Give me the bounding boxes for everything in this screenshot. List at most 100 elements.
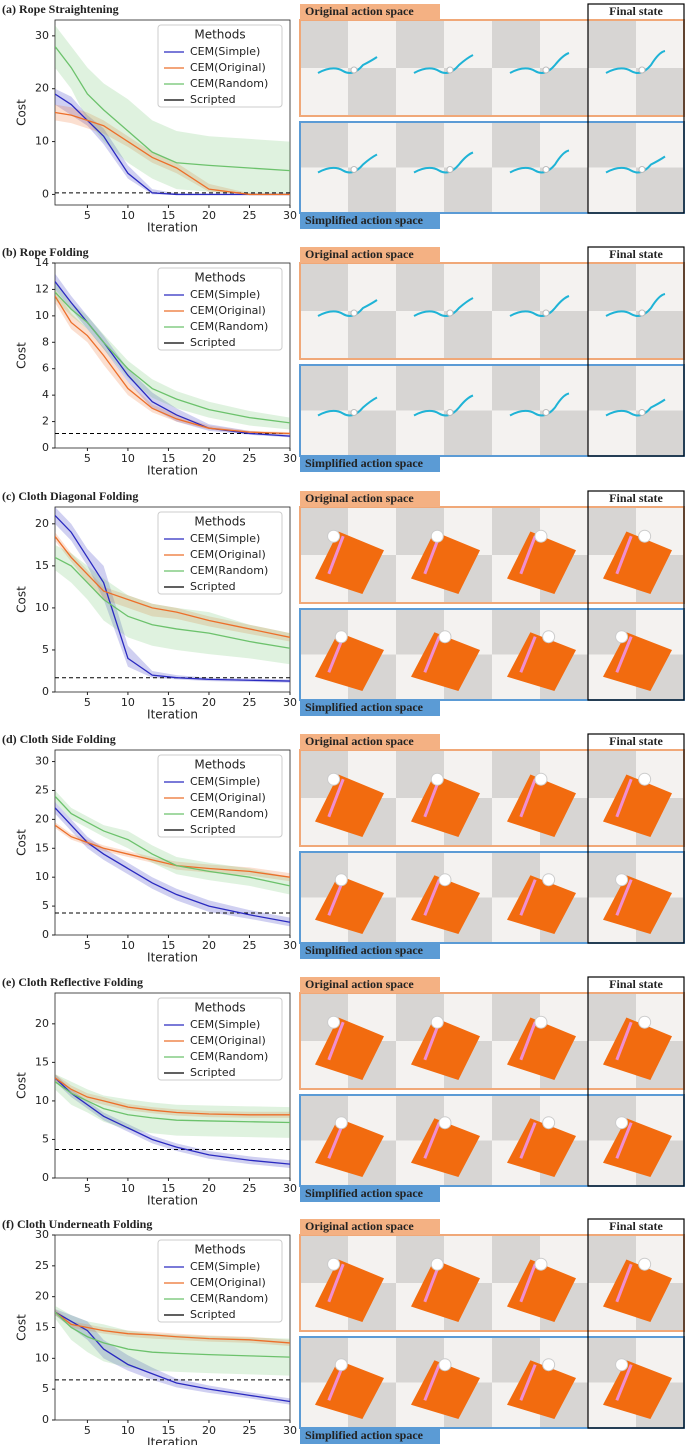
legend-label: CEM(Simple) (190, 45, 260, 58)
x-tick-label: 20 (202, 1424, 216, 1437)
y-tick-label: 0 (42, 187, 49, 200)
y-tick-label: 20 (35, 517, 49, 530)
y-tick-label: 10 (35, 309, 49, 322)
x-tick-label: 30 (283, 1424, 297, 1437)
gripper (639, 1258, 651, 1270)
x-tick-label: 20 (202, 696, 216, 709)
simplified-label: Simplified action space (305, 943, 424, 957)
gripper (351, 310, 357, 316)
simplified-label: Simplified action space (305, 213, 424, 227)
y-tick-label: 0 (42, 928, 49, 941)
legend-label: CEM(Simple) (190, 775, 260, 788)
image-tile (444, 168, 492, 213)
image-tile (636, 311, 684, 358)
x-tick-label: 25 (242, 1424, 256, 1437)
plot-area (55, 1074, 290, 1168)
x-tick-label: 10 (121, 1424, 135, 1437)
y-tick-label: 10 (35, 1094, 49, 1107)
y-tick-label: 14 (35, 256, 49, 269)
gripper (543, 167, 549, 173)
image-tile (396, 123, 444, 168)
y-tick-label: 4 (42, 388, 49, 401)
y-tick-label: 5 (42, 1132, 49, 1145)
legend-label: CEM(Original) (190, 791, 266, 804)
y-tick-label: 12 (35, 282, 49, 295)
y-tick-label: 0 (42, 441, 49, 454)
gripper (351, 167, 357, 173)
image-tile (348, 411, 396, 456)
image-tile (636, 68, 684, 115)
simplified-label: Simplified action space (305, 1186, 424, 1200)
legend-label: CEM(Original) (190, 1034, 266, 1047)
band (55, 1074, 290, 1138)
y-tick-label: 0 (42, 1413, 49, 1426)
gripper (543, 310, 549, 316)
legend-title: Methods (194, 1243, 245, 1257)
image-tile (300, 264, 348, 311)
y-tick-label: 5 (42, 643, 49, 656)
y-axis-label: Cost (15, 1072, 29, 1099)
image-tile (588, 366, 636, 411)
gripper (335, 1117, 347, 1129)
image-tile (348, 311, 396, 358)
gripper (447, 310, 453, 316)
final-label: Final state (609, 247, 663, 261)
chart-title: (e) Cloth Reflective Folding (2, 975, 143, 989)
image-tile (396, 366, 444, 411)
gripper (447, 410, 453, 416)
gripper (639, 310, 645, 316)
y-tick-label: 25 (35, 1259, 49, 1272)
gripper (616, 631, 628, 643)
image-tile (396, 264, 444, 311)
y-axis-label: Cost (15, 829, 29, 856)
y-tick-label: 25 (35, 783, 49, 796)
y-tick-label: 10 (35, 1351, 49, 1364)
x-tick-label: 25 (242, 939, 256, 952)
y-axis-label: Cost (15, 99, 29, 126)
legend-label: CEM(Original) (190, 548, 266, 561)
legend-title: Methods (194, 758, 245, 772)
gripper (351, 67, 357, 73)
x-tick-label: 5 (84, 696, 91, 709)
gripper (543, 67, 549, 73)
gripper (328, 1016, 340, 1028)
legend-label: CEM(Original) (190, 304, 266, 317)
y-tick-label: 10 (35, 870, 49, 883)
x-tick-label: 20 (202, 209, 216, 222)
x-axis-label: Iteration (147, 708, 198, 722)
x-tick-label: 20 (202, 1182, 216, 1195)
gripper (639, 167, 645, 173)
gripper (328, 773, 340, 785)
image-tile (492, 21, 540, 68)
image-tile (492, 264, 540, 311)
final-label: Final state (609, 491, 663, 505)
x-axis-label: Iteration (147, 1436, 198, 1445)
gripper (639, 1016, 651, 1028)
gripper (431, 530, 443, 542)
y-tick-label: 6 (42, 362, 49, 375)
image-tile (348, 168, 396, 213)
x-tick-label: 30 (283, 1182, 297, 1195)
y-tick-label: 20 (35, 812, 49, 825)
x-tick-label: 30 (283, 696, 297, 709)
gripper (535, 1016, 547, 1028)
legend-label: CEM(Random) (190, 1292, 268, 1305)
image-tile (588, 21, 636, 68)
y-tick-label: 20 (35, 82, 49, 95)
gripper (543, 631, 555, 643)
y-tick-label: 10 (35, 601, 49, 614)
image-tile (492, 123, 540, 168)
legend-label: CEM(Random) (190, 564, 268, 577)
x-tick-label: 5 (84, 1182, 91, 1195)
y-tick-label: 5 (42, 899, 49, 912)
image-tile (492, 366, 540, 411)
x-tick-label: 5 (84, 939, 91, 952)
legend-title: Methods (194, 28, 245, 42)
gripper (447, 67, 453, 73)
y-tick-label: 20 (35, 1017, 49, 1030)
original-label: Original action space (305, 491, 414, 505)
legend-label: CEM(Random) (190, 320, 268, 333)
gripper (431, 1016, 443, 1028)
final-label: Final state (609, 1219, 663, 1233)
x-tick-label: 5 (84, 1424, 91, 1437)
